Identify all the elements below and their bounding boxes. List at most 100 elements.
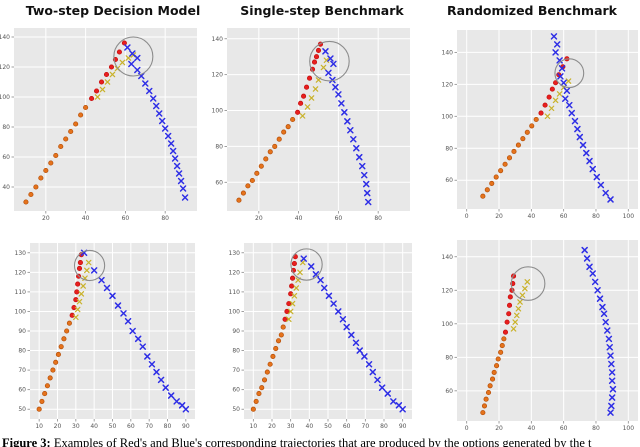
gridlines: [457, 30, 638, 209]
highlight-circle: [290, 248, 323, 281]
svg-text:110: 110: [229, 289, 241, 296]
svg-text:80: 80: [374, 215, 382, 222]
svg-text:10: 10: [250, 423, 258, 430]
gridlines: [14, 28, 197, 211]
svg-text:130: 130: [15, 250, 27, 257]
figure-caption-label: Figure 3:: [2, 436, 51, 447]
blue-x-series: [550, 33, 614, 203]
svg-text:70: 70: [18, 367, 26, 374]
svg-text:110: 110: [15, 289, 27, 296]
subplot-single-step-top: 20 40 60 80 60 80 100 120 140: [212, 22, 422, 224]
subplot-canvas-0: 20 40 60 80 40 60 80 100 120 140: [0, 28, 197, 222]
svg-text:80: 80: [164, 423, 172, 430]
svg-text:50: 50: [18, 406, 26, 413]
svg-text:120: 120: [0, 64, 10, 71]
subplot-title-randomized: Randomized Benchmark: [446, 3, 617, 18]
subplot-randomized-bottom: 0 20 40 60 80 100 60 80 100 120 140: [430, 237, 640, 433]
axis-ticks: [224, 38, 379, 214]
svg-text:20: 20: [42, 215, 50, 222]
svg-text:40: 40: [82, 215, 90, 222]
subplot-canvas-4: 10 20 30 40 50 60 70 80 90 50 60 70 80 90 100 110 120 130: [229, 243, 412, 430]
svg-text:0: 0: [465, 213, 469, 220]
svg-text:100: 100: [623, 213, 635, 220]
svg-text:60: 60: [127, 423, 135, 430]
svg-text:0: 0: [465, 425, 469, 432]
svg-text:20: 20: [495, 425, 503, 432]
svg-text:120: 120: [442, 287, 454, 294]
svg-text:60: 60: [560, 425, 568, 432]
svg-text:100: 100: [15, 308, 27, 315]
plot-background: [457, 30, 638, 209]
svg-text:80: 80: [592, 213, 600, 220]
axis-ticks: [11, 36, 166, 214]
blue-x-series: [300, 255, 406, 413]
svg-text:70: 70: [362, 423, 370, 430]
svg-text:40: 40: [306, 423, 314, 430]
axis-ticks: [241, 252, 404, 422]
svg-text:30: 30: [287, 423, 295, 430]
orange-dots-series: [23, 104, 89, 205]
yellow-x-series: [299, 57, 330, 119]
axis-ticks: [27, 252, 187, 422]
svg-text:90: 90: [232, 328, 240, 335]
svg-text:100: 100: [623, 425, 635, 432]
figure-caption-text: Examples of Red's and Blue's correspondi…: [50, 436, 592, 447]
svg-text:40: 40: [528, 213, 536, 220]
svg-text:50: 50: [109, 423, 117, 430]
svg-text:60: 60: [445, 177, 453, 184]
svg-text:40: 40: [90, 423, 98, 430]
blue-x-series: [124, 44, 189, 201]
svg-text:40: 40: [295, 215, 303, 222]
subplot-title-two-step: Two-step Decision Model: [25, 3, 201, 18]
svg-text:100: 100: [0, 94, 10, 101]
svg-text:80: 80: [2, 124, 10, 131]
svg-text:140: 140: [0, 34, 10, 41]
svg-text:90: 90: [182, 423, 190, 430]
svg-text:40: 40: [2, 184, 10, 191]
blue-x-series: [322, 48, 372, 206]
highlight-circle: [73, 249, 106, 282]
highlight-circle: [554, 58, 585, 89]
svg-text:40: 40: [528, 425, 536, 432]
svg-text:10: 10: [35, 423, 43, 430]
svg-text:20: 20: [495, 213, 503, 220]
figure-caption: Figure 3: Examples of Red's and Blue's c…: [2, 436, 640, 447]
subplot-two-step-top: 20 40 60 80 40 60 80 100 120 140: [0, 22, 210, 224]
red-dots-series: [502, 273, 517, 335]
svg-text:20: 20: [54, 423, 62, 430]
orange-dots-series: [250, 324, 286, 412]
svg-text:20: 20: [255, 215, 263, 222]
axis-tick-labels: 0 20 40 60 80 100 60 80 100 120 140: [442, 254, 635, 432]
svg-text:60: 60: [122, 215, 130, 222]
svg-text:140: 140: [442, 49, 454, 56]
svg-text:60: 60: [232, 387, 240, 394]
plot-background: [14, 28, 197, 211]
orange-dots-series: [236, 116, 296, 203]
svg-text:80: 80: [445, 145, 453, 152]
blue-x-series: [80, 249, 190, 413]
svg-text:50: 50: [324, 423, 332, 430]
svg-text:90: 90: [18, 328, 26, 335]
svg-text:60: 60: [18, 387, 26, 394]
svg-text:60: 60: [445, 388, 453, 395]
svg-text:60: 60: [560, 213, 568, 220]
svg-text:60: 60: [343, 423, 351, 430]
subplot-canvas-5: 0 20 40 60 80 100 60 80 100 120 140: [442, 240, 638, 432]
gridlines: [227, 28, 410, 211]
gridlines: [457, 240, 638, 421]
axis-tick-labels: 20 40 60 80 40 60 80 100 120 140: [0, 34, 169, 222]
yellow-x-series: [510, 279, 531, 332]
svg-text:80: 80: [592, 425, 600, 432]
svg-text:50: 50: [232, 406, 240, 413]
highlight-circle: [113, 36, 154, 77]
svg-text:30: 30: [72, 423, 80, 430]
axis-tick-labels: 10 20 30 40 50 60 70 80 90 50 60 70 80 90 100 110 120 130: [15, 250, 190, 430]
svg-text:80: 80: [380, 423, 388, 430]
svg-text:120: 120: [212, 72, 223, 79]
svg-text:120: 120: [229, 269, 241, 276]
orange-dots-series: [480, 116, 539, 199]
orange-dots-series: [480, 336, 507, 416]
svg-text:20: 20: [268, 423, 276, 430]
svg-text:60: 60: [335, 215, 343, 222]
svg-text:60: 60: [2, 154, 10, 161]
